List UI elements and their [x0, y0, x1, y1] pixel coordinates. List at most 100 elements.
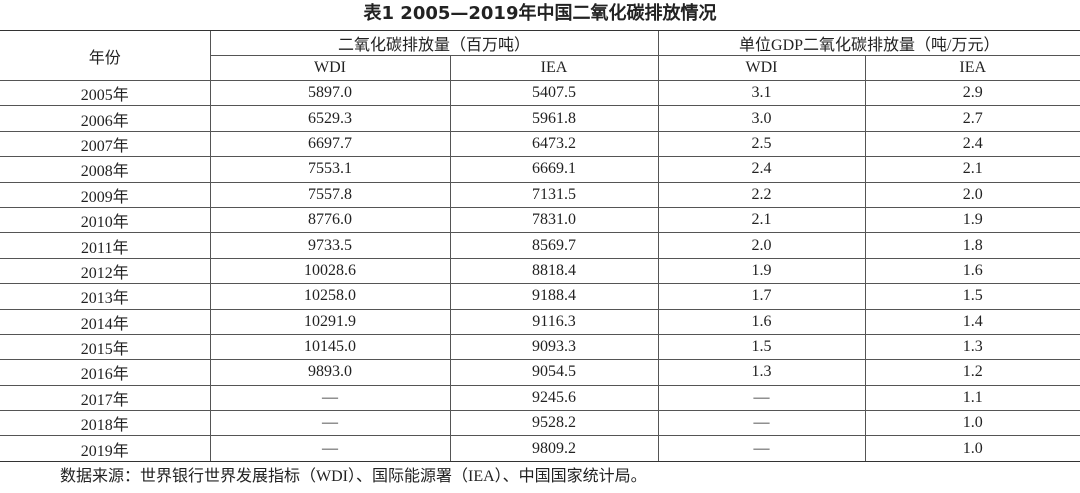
- sub-header: WDI: [657, 55, 865, 81]
- value-cell: 1.6: [864, 258, 1080, 285]
- value-cell: 7557.8: [209, 182, 450, 208]
- value-cell: 9245.6: [449, 385, 658, 412]
- value-cell: 10291.9: [209, 309, 450, 335]
- value-cell: 5961.8: [449, 105, 658, 132]
- value-cell: 1.9: [657, 258, 865, 285]
- value-cell: 2.4: [864, 131, 1080, 158]
- value-cell: 1.0: [864, 410, 1080, 437]
- value-cell: 10028.6: [209, 258, 450, 285]
- value-cell: 6529.3: [209, 105, 450, 132]
- value-cell: —: [209, 385, 450, 412]
- value-cell: —: [657, 410, 865, 437]
- table-row: 2012年 10028.6 8818.4 1.9 1.6: [0, 258, 1080, 285]
- year-cell: 2017年: [0, 385, 210, 412]
- table-row: 2011年 9733.5 8569.7 2.0 1.8: [0, 232, 1080, 259]
- value-cell: 2.0: [864, 182, 1080, 208]
- value-cell: 9809.2: [449, 435, 658, 462]
- value-cell: 1.0: [864, 435, 1080, 462]
- year-header: 年份: [0, 30, 210, 81]
- value-cell: 1.3: [864, 334, 1080, 361]
- table-head: 年份 二氧化碳排放量（百万吨） 单位GDP二氧化碳排放量（吨/万元） WDI I…: [0, 30, 1080, 81]
- table-row: 2015年 10145.0 9093.3 1.5 1.3: [0, 334, 1080, 361]
- value-cell: 5407.5: [449, 80, 658, 107]
- table-row: 2008年 7553.1 6669.1 2.4 2.1: [0, 156, 1080, 183]
- sub-header: WDI: [209, 55, 450, 81]
- year-cell: 2006年: [0, 105, 210, 132]
- year-cell: 2007年: [0, 131, 210, 158]
- value-cell: 9733.5: [209, 232, 450, 259]
- year-cell: 2016年: [0, 359, 210, 386]
- value-cell: 1.3: [657, 359, 865, 386]
- value-cell: 9893.0: [209, 359, 450, 386]
- value-cell: 3.0: [657, 105, 865, 132]
- value-cell: 1.7: [657, 283, 865, 310]
- year-cell: 2009年: [0, 182, 210, 208]
- value-cell: —: [657, 385, 865, 412]
- value-cell: 1.1: [864, 385, 1080, 412]
- value-cell: 5897.0: [209, 80, 450, 107]
- value-cell: 9093.3: [449, 334, 658, 361]
- table-body: 2005年 5897.0 5407.5 3.1 2.9 2006年 6529.3 5961.8…: [0, 80, 1080, 462]
- value-cell: 6697.7: [209, 131, 450, 158]
- value-cell: 8776.0: [209, 207, 450, 234]
- value-cell: 1.5: [657, 334, 865, 361]
- table-row: 2016年 9893.0 9054.5 1.3 1.2: [0, 359, 1080, 386]
- group-header: 二氧化碳排放量（百万吨）: [209, 30, 658, 56]
- value-cell: 1.4: [864, 309, 1080, 335]
- value-cell: 2.5: [657, 131, 865, 158]
- year-cell: 2010年: [0, 207, 210, 234]
- group-header: 单位GDP二氧化碳排放量（吨/万元）: [657, 30, 1080, 56]
- table-row: 2019年 —9809.2—1.0: [0, 435, 1080, 462]
- value-cell: 6473.2: [449, 131, 658, 158]
- value-cell: 2.0: [657, 232, 865, 259]
- table-row: 2005年 5897.0 5407.5 3.1 2.9: [0, 80, 1080, 107]
- value-cell: 1.9: [864, 207, 1080, 234]
- table-row: 2010年 8776.0 7831.0 2.1 1.9: [0, 207, 1080, 234]
- value-cell: 7131.5: [449, 182, 658, 208]
- table-row: 2014年 10291.9 9116.3 1.6 1.4: [0, 309, 1080, 335]
- table-row: 2009年 7557.8 7131.5 2.2 2.0: [0, 182, 1080, 208]
- data-table: 年份 二氧化碳排放量（百万吨） 单位GDP二氧化碳排放量（吨/万元） WDI I…: [0, 30, 1080, 462]
- value-cell: 2.9: [864, 80, 1080, 107]
- value-cell: 1.6: [657, 309, 865, 335]
- table-row: 2007年 6697.7 6473.2 2.5 2.4: [0, 131, 1080, 158]
- value-cell: —: [657, 435, 865, 462]
- year-cell: 2018年: [0, 410, 210, 437]
- value-cell: 1.2: [864, 359, 1080, 386]
- value-cell: —: [209, 410, 450, 437]
- value-cell: 10145.0: [209, 334, 450, 361]
- value-cell: 9528.2: [449, 410, 658, 437]
- value-cell: —: [209, 435, 450, 462]
- year-cell: 2015年: [0, 334, 210, 361]
- value-cell: 7831.0: [449, 207, 658, 234]
- source-note: 数据来源：世界银行世界发展指标（WDI）、国际能源署（IEA）、中国国家统计局。: [60, 468, 647, 485]
- year-cell: 2013年: [0, 283, 210, 310]
- value-cell: 1.8: [864, 232, 1080, 259]
- year-cell: 2005年: [0, 80, 210, 107]
- value-cell: 2.1: [657, 207, 865, 234]
- value-cell: 8569.7: [449, 232, 658, 259]
- table-row: 2006年 6529.3 5961.8 3.0 2.7: [0, 105, 1080, 132]
- value-cell: 9054.5: [449, 359, 658, 386]
- year-cell: 2012年: [0, 258, 210, 285]
- value-cell: 7553.1: [209, 156, 450, 183]
- sub-header: IEA: [864, 55, 1080, 81]
- value-cell: 2.7: [864, 105, 1080, 132]
- value-cell: 3.1: [657, 80, 865, 107]
- value-cell: 9188.4: [449, 283, 658, 310]
- year-cell: 2008年: [0, 156, 210, 183]
- year-cell: 2011年: [0, 232, 210, 259]
- sub-header: IEA: [449, 55, 658, 81]
- value-cell: 1.5: [864, 283, 1080, 310]
- value-cell: 10258.0: [209, 283, 450, 310]
- value-cell: 2.1: [864, 156, 1080, 183]
- header-row: WDI IEA WDI IEA: [0, 55, 1080, 81]
- value-cell: 6669.1: [449, 156, 658, 183]
- year-cell: 2019年: [0, 435, 210, 462]
- value-cell: 2.2: [657, 182, 865, 208]
- table-title: 表1 2005—2019年中国二氧化碳排放情况: [363, 3, 717, 24]
- value-cell: 8818.4: [449, 258, 658, 285]
- table-row: 2013年 10258.0 9188.4 1.7 1.5: [0, 283, 1080, 310]
- year-cell: 2014年: [0, 309, 210, 335]
